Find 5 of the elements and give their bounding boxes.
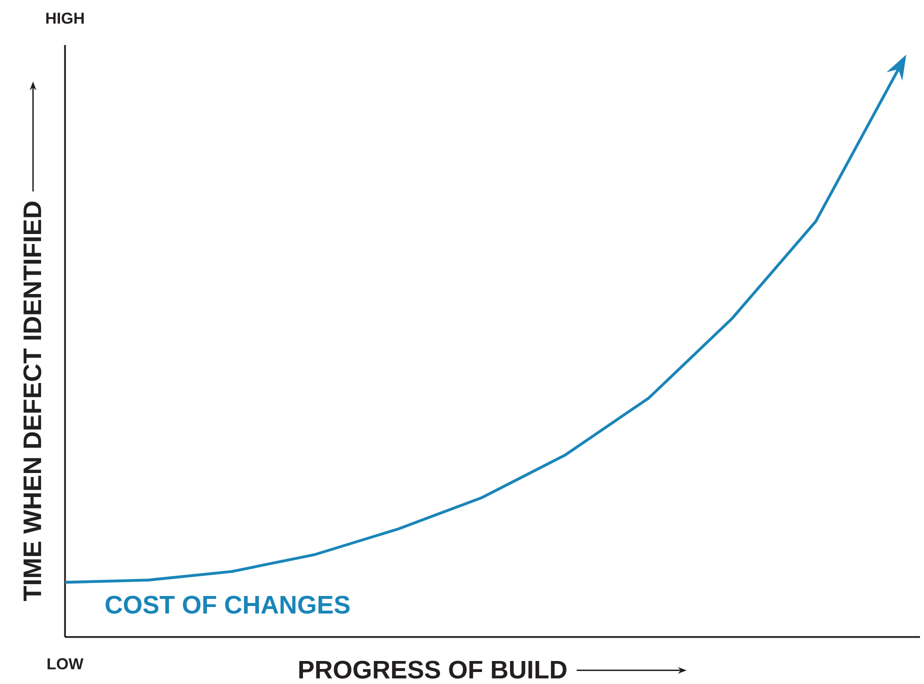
series-label: COST OF CHANGES: [106, 596, 350, 614]
x-axis-title: PROGRESS OF BUILD: [299, 660, 566, 678]
y-axis-title: TIME WHEN DEFECT IDENTIFIED: [23, 201, 42, 601]
text: HIGH: [46, 12, 84, 24]
text: LOW: [48, 658, 84, 670]
